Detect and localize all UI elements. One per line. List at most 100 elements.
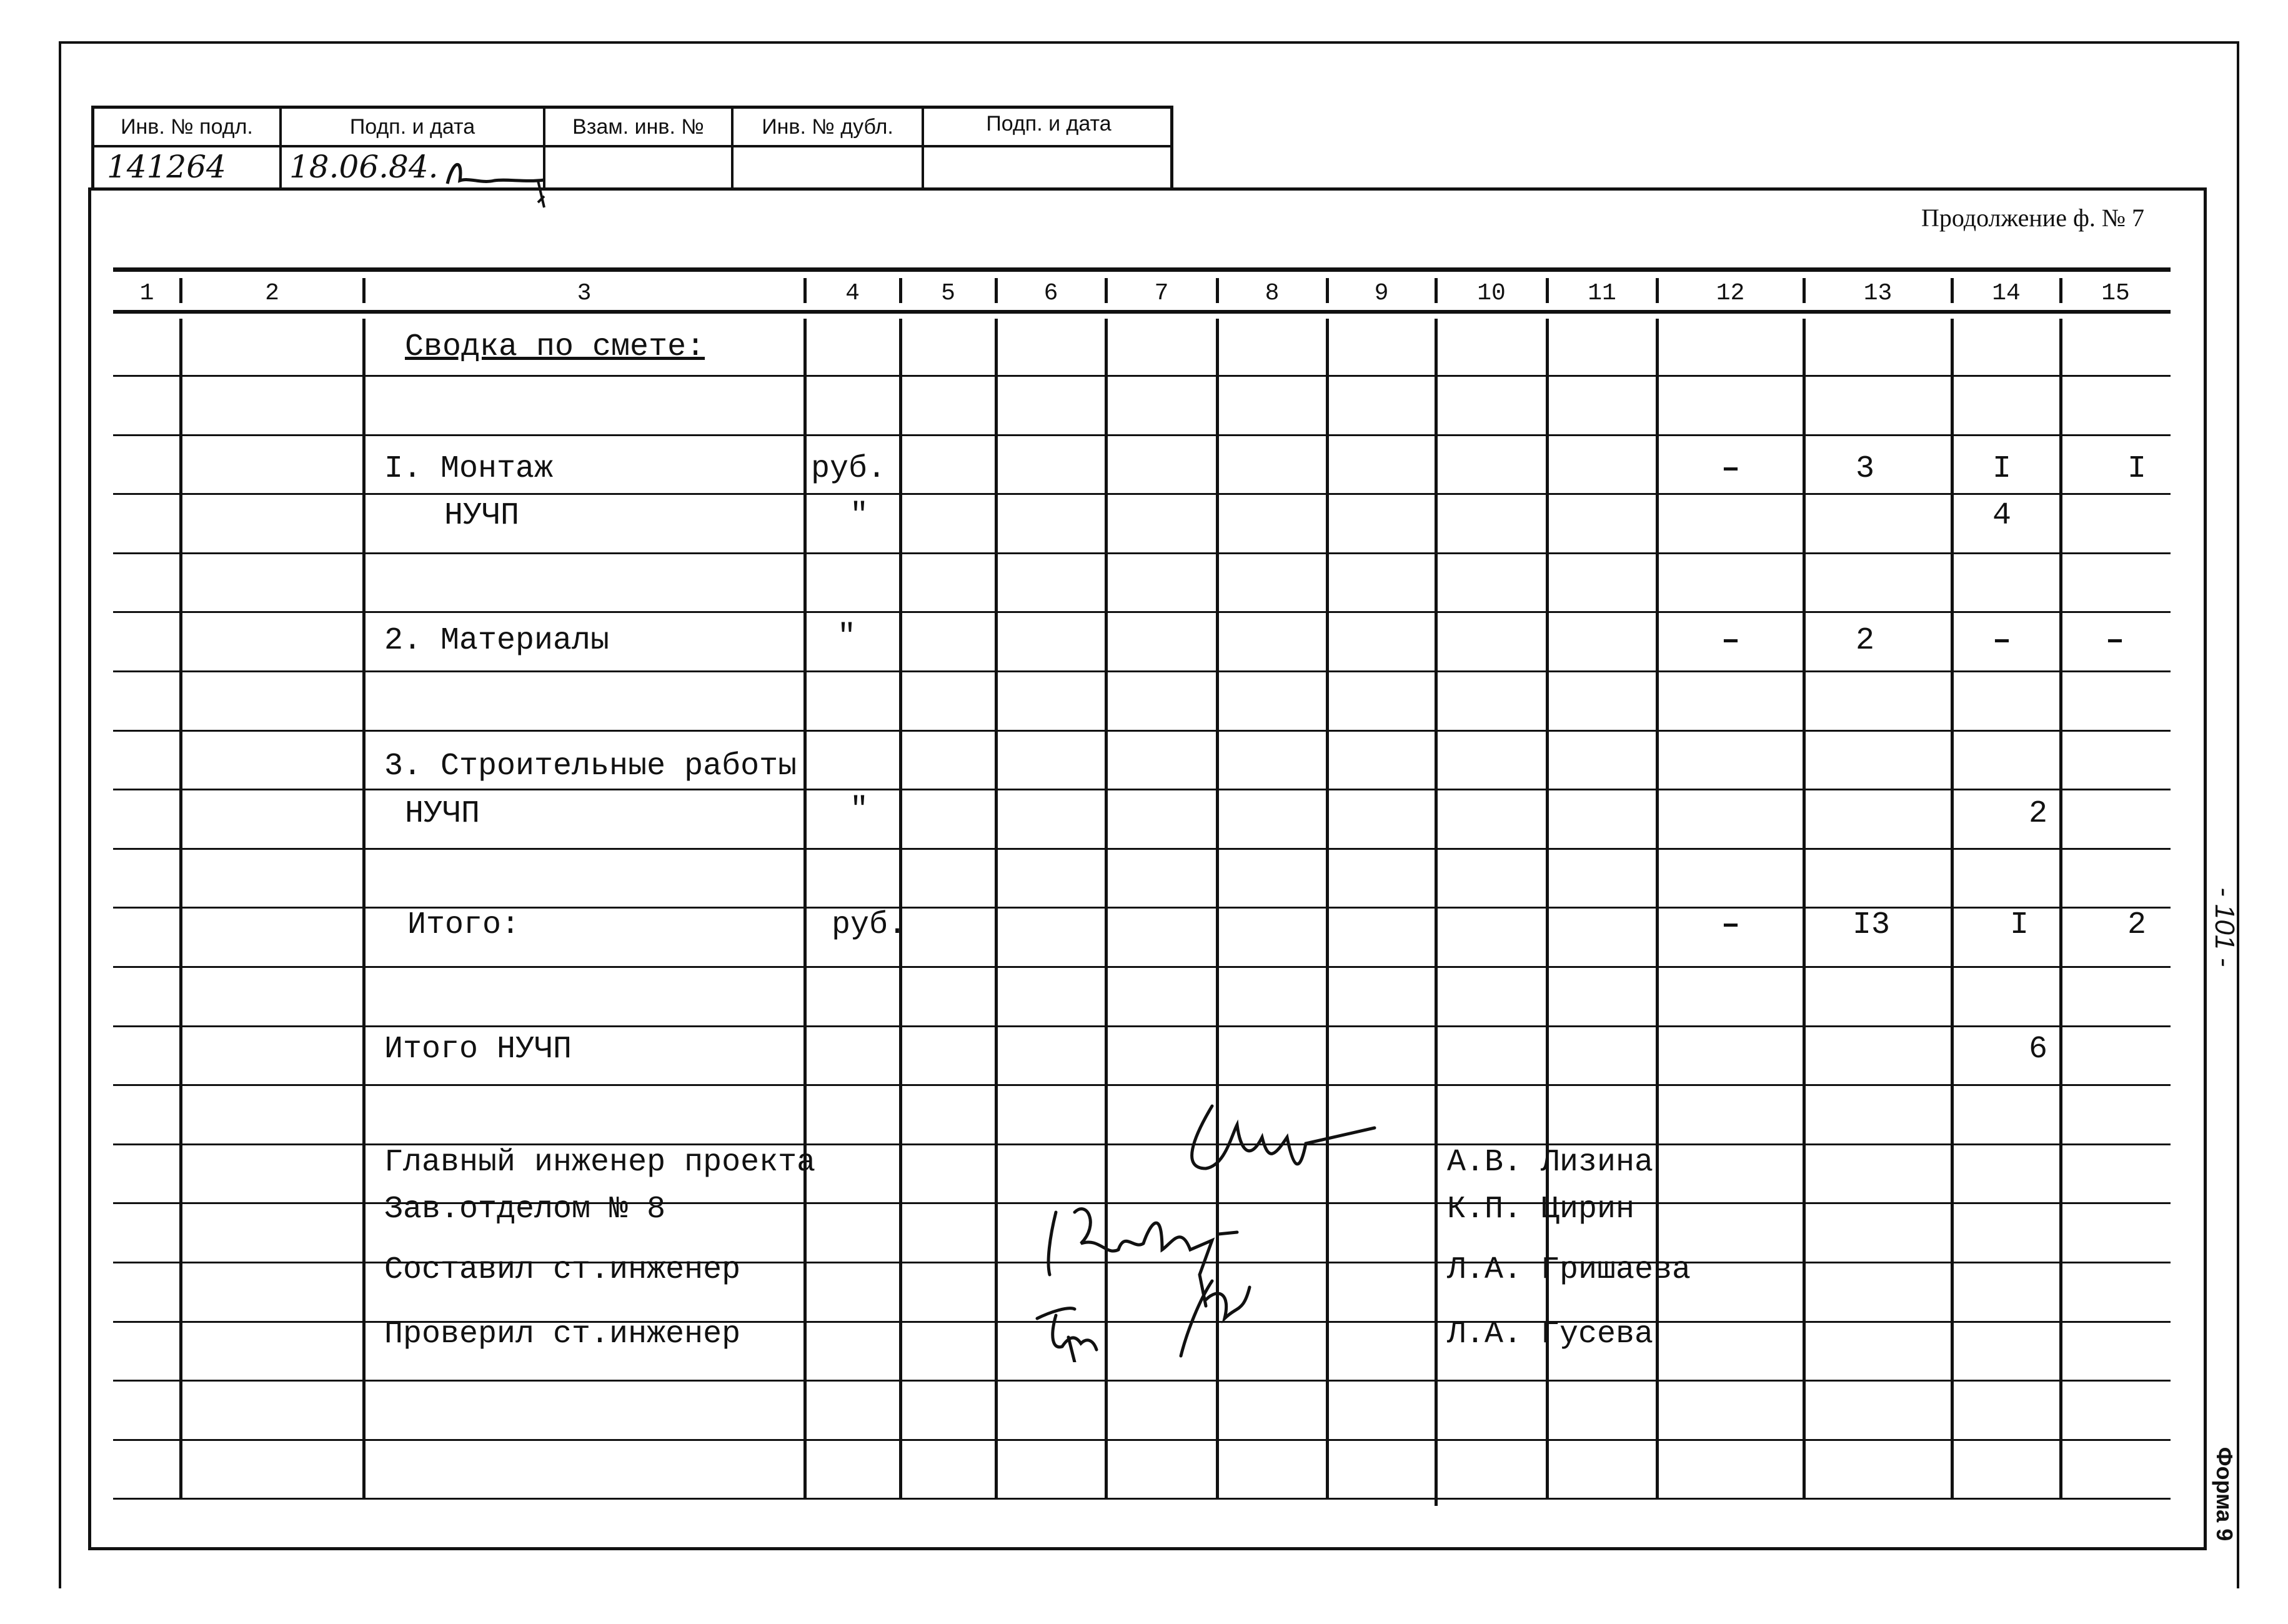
column-divider <box>1105 319 1108 1500</box>
total-label: Итого: <box>407 907 520 943</box>
signature-role: Зав.отделом № 8 <box>384 1192 666 1227</box>
signature-compiler <box>1179 1279 1251 1358</box>
row-rule <box>113 1498 2171 1500</box>
signature-role: Главный инженер проекта <box>384 1145 816 1180</box>
row-col14: 4 <box>1992 498 2011 534</box>
signature-chief-engineer <box>1190 1104 1376 1170</box>
column-number: 6 <box>1043 280 1058 307</box>
column-divider <box>1326 319 1329 1500</box>
signature-name: Л.А. Гусева <box>1447 1317 1654 1352</box>
column-number: 12 <box>1716 280 1745 307</box>
total-nuchp-label: Итого НУЧП <box>384 1032 572 1067</box>
row-rule <box>113 1202 2171 1204</box>
header-column-divider <box>1951 278 1954 303</box>
column-divider <box>362 319 366 1500</box>
form-label: Форма 9 <box>2212 1447 2237 1542</box>
row-rule <box>113 1439 2171 1441</box>
row-label: 3. Строительные работы <box>384 749 797 784</box>
header-column-divider <box>1326 278 1329 303</box>
row-rule <box>113 789 2171 790</box>
row-col12: – <box>1721 907 1740 943</box>
signature-name: А.В. Лизина <box>1447 1145 1654 1180</box>
signature-checker <box>1035 1307 1098 1362</box>
outer-page-border <box>59 41 2239 1588</box>
row-col14: – <box>1992 623 2011 659</box>
row-rule <box>113 1321 2171 1323</box>
column-number: 4 <box>845 280 860 307</box>
signature-dept-head <box>1047 1207 1239 1308</box>
row-col15: 2 <box>2127 907 2146 943</box>
row-rule <box>113 1084 2171 1086</box>
column-number: 15 <box>2101 280 2130 307</box>
header-column-divider <box>362 278 366 303</box>
row-unit: руб. <box>811 451 887 487</box>
continuation-label: Продолжение ф. № 7 <box>1921 204 2145 232</box>
stamp-divider <box>279 145 282 187</box>
stamp-header-inv-podl: Инв. № подл. <box>94 109 282 145</box>
column-divider <box>899 319 902 1500</box>
row-col14: I <box>2009 907 2029 943</box>
header-top-rule <box>113 267 2171 272</box>
header-column-divider <box>179 278 182 303</box>
header-column-divider <box>1656 278 1659 303</box>
column-divider <box>1216 319 1219 1500</box>
column-divider <box>1435 319 1438 1506</box>
stamp-header-sign-date-2: Подп. и дата <box>986 112 1112 136</box>
column-number: 9 <box>1374 280 1389 307</box>
row-label: НУЧП <box>405 796 480 832</box>
row-rule <box>113 1025 2171 1027</box>
signature-name: К.П. Цирин <box>1447 1192 1635 1227</box>
stamp-signature <box>445 162 545 208</box>
inventory-stamp-table: Инв. № подл. Подп. и дата Взам. инв. № И… <box>91 106 1173 208</box>
row-unit: руб. <box>832 907 907 943</box>
column-number: 8 <box>1265 280 1280 307</box>
row-col15: – <box>2105 623 2124 659</box>
header-column-divider <box>1546 278 1549 303</box>
column-number: 7 <box>1154 280 1169 307</box>
row-rule <box>113 730 2171 732</box>
header-column-divider <box>899 278 902 303</box>
stamp-header-sign-date: Подп. и дата <box>282 109 545 145</box>
column-number: 5 <box>941 280 955 307</box>
signature-role: Составил ст.инженер <box>384 1252 741 1288</box>
column-number: 10 <box>1477 280 1506 307</box>
header-column-divider <box>803 278 807 303</box>
signature-name: Л.А. Гришаева <box>1447 1252 1691 1288</box>
row-label: НУЧП <box>444 498 520 534</box>
row-unit: " <box>837 619 857 655</box>
stamp-divider <box>731 145 734 187</box>
signature-role: Проверил ст.инженер <box>384 1317 741 1352</box>
row-rule <box>113 375 2171 377</box>
column-divider <box>1803 319 1806 1500</box>
header-column-divider <box>1435 278 1438 303</box>
row-label: I. Монтаж <box>384 451 554 487</box>
column-divider <box>2059 319 2062 1500</box>
stamp-divider <box>94 145 1170 147</box>
stamp-inventory-number: 141264 <box>107 149 226 185</box>
row-col15: I <box>2127 451 2146 487</box>
row-rule <box>113 1380 2171 1382</box>
page-number: - 101 - <box>2209 887 2240 967</box>
handwritten-signatures <box>1035 1104 1376 1362</box>
row-col14: 6 <box>2028 1032 2047 1067</box>
column-number: 3 <box>577 280 592 307</box>
column-divider <box>995 319 998 1500</box>
column-divider <box>803 319 807 1500</box>
column-number: 13 <box>1863 280 1893 307</box>
row-label: 2. Материалы <box>384 623 610 659</box>
column-number: 14 <box>1992 280 2021 307</box>
row-col12: – <box>1721 623 1740 659</box>
row-col12: – <box>1721 451 1740 487</box>
header-column-divider <box>1216 278 1219 303</box>
row-rule <box>113 611 2171 613</box>
row-col13: I3 <box>1852 907 1890 943</box>
column-divider <box>1656 319 1659 1500</box>
row-unit: " <box>850 792 869 828</box>
header-bottom-rule <box>113 310 2171 314</box>
row-rule <box>113 493 2171 495</box>
column-divider <box>179 319 182 1500</box>
row-col14: I <box>1992 451 2011 487</box>
stamp-divider <box>543 145 545 187</box>
row-rule <box>113 907 2171 909</box>
column-divider <box>1546 319 1549 1500</box>
